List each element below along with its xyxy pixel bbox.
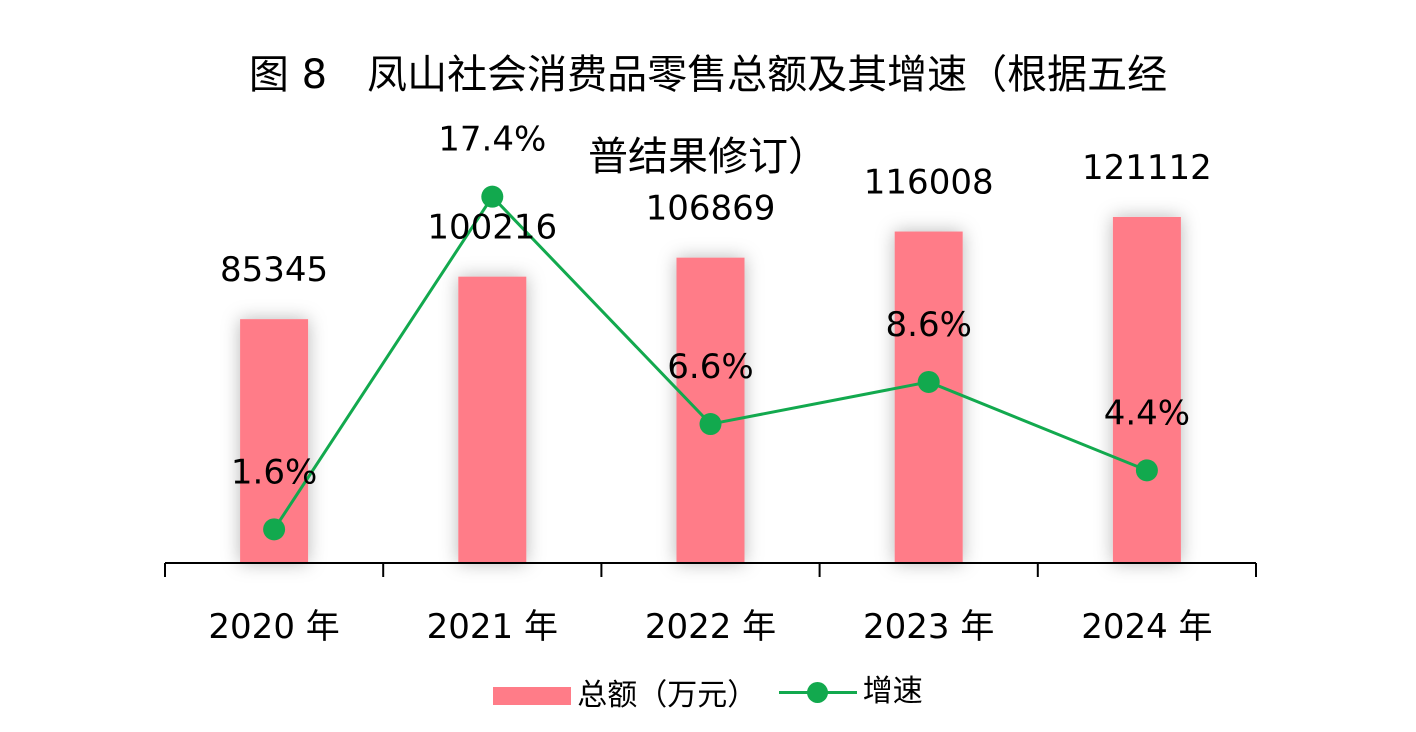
legend: 总额（万元） 增速	[0, 672, 1416, 716]
growth-point-0	[263, 518, 286, 541]
growth-point-4	[1135, 459, 1158, 482]
bar-value-label-2: 106869	[646, 189, 776, 229]
legend-swatch-bar	[493, 687, 572, 705]
x-tick-label-2: 2022 年	[645, 607, 776, 647]
growth-value-label-1: 17.4%	[438, 120, 546, 160]
legend-item-total: 总额（万元）	[493, 676, 757, 716]
bar-3	[894, 231, 963, 563]
bar-value-label-4: 121112	[1082, 148, 1212, 188]
x-tick-label-3: 2023 年	[863, 607, 994, 647]
growth-line-series	[263, 185, 1158, 541]
bar-value-label-0: 85345	[220, 250, 328, 290]
x-axis: 2020 年 2021 年 2022 年 2023 年 2024 年	[164, 562, 1257, 647]
bar-value-label-1: 100216	[427, 208, 557, 248]
growth-value-label-3: 8.6%	[886, 305, 972, 345]
bar-series	[240, 216, 1181, 564]
chart-title-line-2: 普结果修订）	[588, 134, 828, 180]
growth-value-label-4: 4.4%	[1104, 393, 1190, 433]
growth-value-label-2: 6.6%	[667, 347, 753, 387]
growth-point-2	[699, 413, 722, 436]
bar-2	[676, 257, 745, 563]
growth-point-3	[917, 370, 940, 393]
x-tick-label-1: 2021 年	[427, 607, 558, 647]
bar-value-label-3: 116008	[864, 163, 994, 203]
legend-item-growth: 增速	[778, 672, 923, 712]
growth-value-label-0: 1.6%	[231, 452, 317, 492]
x-tick-label-0: 2020 年	[208, 607, 339, 647]
x-tick-label-4: 2024 年	[1081, 607, 1212, 647]
chart-title-line-1: 图 8 凤山社会消费品零售总额及其增速（根据五经	[248, 52, 1168, 98]
legend-swatch-line	[778, 679, 857, 705]
legend-label-growth: 增速	[862, 674, 923, 709]
data-labels: 85345 100216 106869 116008 121112 1.6% 17.4% 6.…	[220, 120, 1212, 493]
growth-point-1	[481, 185, 504, 208]
bar-1	[458, 276, 527, 563]
bar-4	[1112, 216, 1181, 564]
legend-label-total: 总额（万元）	[577, 678, 758, 713]
